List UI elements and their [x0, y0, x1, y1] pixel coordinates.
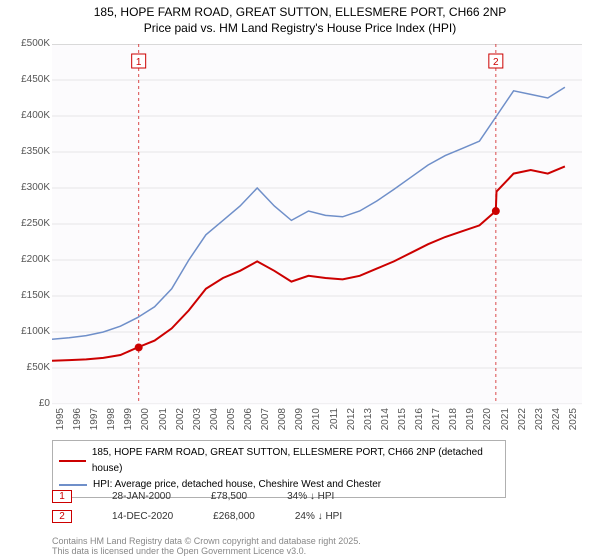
annotation-delta-1: 34% ↓ HPI — [287, 491, 334, 502]
chart-title: 185, HOPE FARM ROAD, GREAT SUTTON, ELLES… — [0, 0, 600, 36]
x-tick-label: 2011 — [329, 408, 340, 438]
footer-line2: This data is licensed under the Open Gov… — [52, 546, 361, 556]
y-tick-label: £250K — [4, 218, 50, 229]
x-tick-label: 2000 — [140, 408, 151, 438]
x-tick-label: 2018 — [448, 408, 459, 438]
chart-area: 12 — [52, 44, 582, 404]
x-tick-label: 2014 — [380, 408, 391, 438]
x-tick-label: 2010 — [311, 408, 322, 438]
x-tick-label: 2001 — [158, 408, 169, 438]
y-tick-label: £400K — [4, 110, 50, 121]
x-tick-label: 1995 — [55, 408, 66, 438]
svg-text:2: 2 — [493, 57, 499, 68]
x-tick-label: 1999 — [123, 408, 134, 438]
x-tick-label: 2005 — [226, 408, 237, 438]
legend-item-price-paid: 185, HOPE FARM ROAD, GREAT SUTTON, ELLES… — [59, 445, 499, 477]
legend-swatch-price-paid — [59, 460, 86, 462]
x-tick-label: 2004 — [209, 408, 220, 438]
y-tick-label: £450K — [4, 74, 50, 85]
x-tick-label: 2020 — [482, 408, 493, 438]
x-tick-label: 2013 — [363, 408, 374, 438]
y-tick-label: £150K — [4, 290, 50, 301]
x-tick-label: 2009 — [294, 408, 305, 438]
title-line1: 185, HOPE FARM ROAD, GREAT SUTTON, ELLES… — [0, 4, 600, 20]
x-tick-label: 2008 — [277, 408, 288, 438]
annotation-row-2: 2 14-DEC-2020 £268,000 24% ↓ HPI — [52, 510, 342, 523]
chart-svg: 12 — [52, 44, 582, 404]
title-line2: Price paid vs. HM Land Registry's House … — [0, 20, 600, 36]
x-tick-label: 2017 — [431, 408, 442, 438]
x-tick-label: 2022 — [517, 408, 528, 438]
x-tick-label: 2016 — [414, 408, 425, 438]
x-tick-label: 2015 — [397, 408, 408, 438]
annotation-date-1: 28-JAN-2000 — [112, 491, 171, 502]
y-tick-label: £350K — [4, 146, 50, 157]
footer: Contains HM Land Registry data © Crown c… — [52, 536, 361, 556]
y-tick-label: £300K — [4, 182, 50, 193]
x-tick-label: 1996 — [72, 408, 83, 438]
y-tick-label: £500K — [4, 38, 50, 49]
y-tick-label: £50K — [4, 362, 50, 373]
x-tick-label: 2019 — [465, 408, 476, 438]
x-tick-label: 2024 — [551, 408, 562, 438]
y-tick-label: £200K — [4, 254, 50, 265]
x-tick-label: 2007 — [260, 408, 271, 438]
x-tick-label: 2006 — [243, 408, 254, 438]
x-tick-label: 1998 — [106, 408, 117, 438]
svg-text:1: 1 — [136, 57, 142, 68]
annotation-price-1: £78,500 — [211, 491, 247, 502]
x-tick-label: 1997 — [89, 408, 100, 438]
annotation-badge-1: 1 — [52, 490, 72, 503]
y-tick-label: £100K — [4, 326, 50, 337]
footer-line1: Contains HM Land Registry data © Crown c… — [52, 536, 361, 546]
annotation-row-1: 1 28-JAN-2000 £78,500 34% ↓ HPI — [52, 490, 334, 503]
legend-text-price-paid: 185, HOPE FARM ROAD, GREAT SUTTON, ELLES… — [92, 445, 499, 477]
annotation-badge-2: 2 — [52, 510, 72, 523]
x-tick-label: 2025 — [568, 408, 579, 438]
annotation-price-2: £268,000 — [213, 511, 255, 522]
annotation-delta-2: 24% ↓ HPI — [295, 511, 342, 522]
x-tick-label: 2003 — [192, 408, 203, 438]
x-tick-label: 2023 — [534, 408, 545, 438]
x-tick-label: 2012 — [346, 408, 357, 438]
x-tick-label: 2021 — [500, 408, 511, 438]
annotation-date-2: 14-DEC-2020 — [112, 511, 173, 522]
x-tick-label: 2002 — [175, 408, 186, 438]
y-tick-label: £0 — [4, 398, 50, 409]
legend-swatch-hpi — [59, 484, 87, 486]
